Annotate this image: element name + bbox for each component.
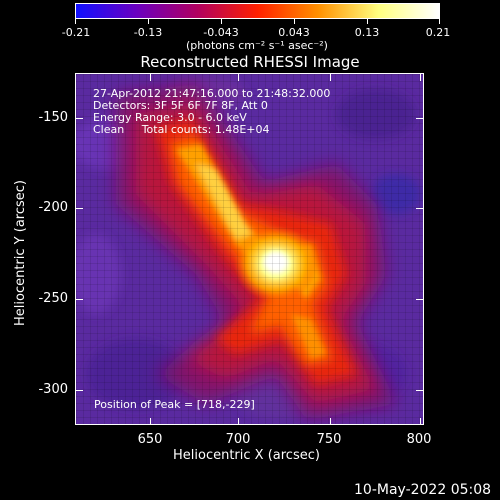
x-tick-label: 750 <box>316 432 342 447</box>
x-tick-label: 700 <box>225 432 251 447</box>
annotation-time-range: 27-Apr-2012 21:47:16.000 to 21:48:32.000 <box>93 87 331 100</box>
colorbar-tick-label: 0.13 <box>354 26 380 39</box>
rhessi-image <box>76 74 423 424</box>
y-tick-label: -300 <box>38 382 68 397</box>
x-tick-label: 800 <box>406 432 432 447</box>
pixel-grid-texture <box>76 74 423 424</box>
x-tick <box>150 418 151 425</box>
colorbar-tick-label: -0.043 <box>203 26 239 39</box>
x-tick <box>330 74 331 81</box>
annotation-clean-counts: Clean Total counts: 1.48E+04 <box>93 123 270 136</box>
colorbar-gradient <box>76 4 439 18</box>
annotation-detectors: Detectors: 3F 5F 6F 7F 8F, Att 0 <box>93 99 268 112</box>
y-axis-label: Heliocentric Y (arcsec) <box>13 180 28 326</box>
y-tick <box>76 299 83 300</box>
plot-title: Reconstructed RHESSI Image <box>140 53 360 71</box>
y-tick <box>76 208 83 209</box>
y-tick-label: -150 <box>38 110 68 125</box>
colorbar-tick-label: 0.043 <box>278 26 310 39</box>
y-tick <box>416 118 423 119</box>
y-tick <box>76 118 83 119</box>
x-tick <box>150 74 151 81</box>
y-tick-label: -250 <box>38 291 68 306</box>
x-tick <box>420 418 421 425</box>
y-tick <box>416 390 423 391</box>
generation-timestamp: 10-May-2022 05:08 <box>354 482 492 498</box>
x-tick <box>238 418 239 425</box>
x-tick <box>238 74 239 81</box>
colorbar-tick <box>367 19 368 24</box>
colorbar-tick <box>221 19 222 24</box>
image-frame <box>75 73 424 425</box>
x-tick <box>420 74 421 81</box>
colorbar-tick-label: 0.21 <box>425 26 451 39</box>
annotation-peak-position: Position of Peak = [718,-229] <box>94 398 255 411</box>
colorbar-unit-label: (photons cm⁻² s⁻¹ asec⁻²) <box>186 39 328 52</box>
colorbar-tick <box>148 19 149 24</box>
colorbar-tick-label: -0.21 <box>61 26 91 39</box>
annotation-energy-range: Energy Range: 3.0 - 6.0 keV <box>93 111 247 124</box>
colorbar-tick <box>439 19 440 24</box>
y-tick <box>416 299 423 300</box>
y-tick-label: -200 <box>38 200 68 215</box>
colorbar-tick-label: -0.13 <box>133 26 163 39</box>
y-tick <box>416 208 423 209</box>
colorbar-tick <box>294 19 295 24</box>
colorbar-tick <box>75 19 76 24</box>
y-tick <box>76 390 83 391</box>
colorbar <box>75 3 440 19</box>
x-axis-label: Heliocentric X (arcsec) <box>173 448 320 463</box>
x-tick <box>330 418 331 425</box>
x-tick-label: 650 <box>137 432 163 447</box>
